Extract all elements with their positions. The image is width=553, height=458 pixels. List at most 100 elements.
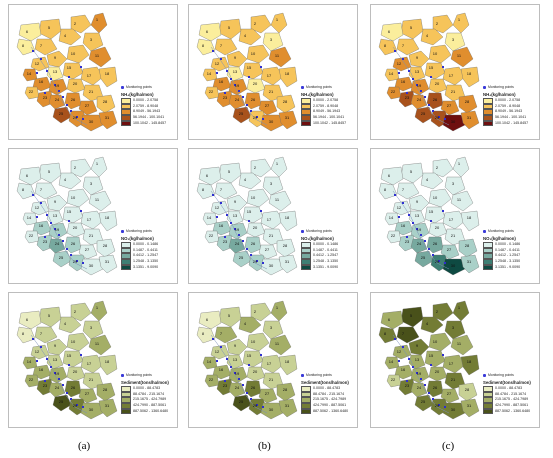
subbasin-label: 11 (95, 341, 100, 346)
subbasin-label: 1 (458, 161, 461, 166)
legend-title: NO₃(kg/ha/mon) (483, 235, 516, 241)
subbasin-label: 17 (449, 217, 454, 222)
subbasin-31 (460, 254, 480, 274)
subbasin-label: 20 (73, 81, 78, 86)
subbasin-30 (80, 402, 104, 420)
subbasin-label: 1 (96, 305, 99, 310)
legend-class-4: 424.7990 - 887.5061 (483, 402, 539, 409)
subbasin-30 (80, 258, 104, 276)
subbasin-label: 12 (397, 349, 402, 354)
subbasin-label: 24 (235, 241, 240, 246)
subbasin-label: 29 (73, 115, 78, 120)
legend-class-label: 3.1351 - 9.0090 (133, 264, 159, 269)
subbasin-1 (90, 12, 108, 34)
subbasin-label: 1 (276, 17, 279, 22)
subbasin-18 (98, 66, 118, 88)
subbasin-16 (212, 364, 232, 380)
legend-monitoring-points: Monitoring points (301, 373, 357, 379)
subbasin-label: 30 (451, 119, 456, 124)
subbasin-label: 26 (251, 241, 256, 246)
legend-swatch (483, 103, 493, 110)
monitoring-point (46, 358, 48, 360)
subbasin-label: 13 (233, 357, 238, 362)
legend-class-label: 0.0000 - 88.4783 (313, 386, 341, 391)
subbasin-label: 4 (244, 33, 247, 38)
legend-swatch (301, 258, 311, 265)
monitoring-point (416, 372, 418, 374)
monitoring-point (234, 84, 236, 86)
legend-class-label: 0.1487 - 0.4411 (495, 247, 520, 252)
monitoring-point-icon (121, 374, 124, 378)
legend-class-label: 8.9049 - 56.1943 (495, 109, 523, 114)
legend-class-4: 1.2548 - 3.1350 (121, 258, 177, 265)
legend-point-label: Monitoring points (306, 85, 332, 89)
legend-class-1: 0.0000 - 2.0758 (483, 98, 539, 104)
subbasin-30 (260, 402, 284, 420)
subbasin-30 (260, 258, 284, 276)
legend-class-3: 0.4412 - 1.2547 (483, 253, 539, 259)
legend-class-5: 100.1042 - 145.8457 (301, 120, 357, 127)
subbasin-label: 15 (429, 209, 434, 214)
subbasin-label: 17 (449, 361, 454, 366)
subbasin-4 (58, 172, 82, 190)
monitoring-point (442, 354, 444, 356)
subbasin-label: 7 (40, 187, 43, 192)
legend-swatch (483, 264, 493, 271)
monitoring-point (394, 194, 396, 196)
subbasin-label: 13 (415, 213, 420, 218)
subbasin-label: 5 (410, 25, 413, 30)
subbasin-label: 25 (239, 255, 244, 260)
legend-point-label: Monitoring points (126, 85, 152, 89)
monitoring-point (242, 240, 244, 242)
monitoring-point (32, 50, 34, 52)
monitoring-point (36, 72, 38, 74)
subbasin-label: 29 (253, 403, 258, 408)
subbasin-7 (214, 38, 238, 56)
subbasin-label: 18 (105, 215, 110, 220)
subbasin-label: 25 (239, 111, 244, 116)
legend-swatch (121, 264, 131, 271)
subbasin-3 (82, 32, 104, 52)
subbasin-label: 29 (253, 115, 258, 120)
subbasin-label: 9 (234, 343, 237, 348)
legend-swatch (301, 253, 311, 259)
column-label-a: (a) (78, 440, 91, 452)
subbasin-17 (442, 354, 466, 374)
legend-class-4: 1.2548 - 3.1350 (301, 258, 357, 265)
subbasin-label: 2 (436, 21, 439, 26)
subbasin-4 (420, 28, 444, 46)
monitoring-point (66, 392, 68, 394)
subbasin-9 (408, 194, 430, 212)
legend-class-4: 56.1944 - 100.1041 (483, 114, 539, 121)
monitoring-point (260, 354, 262, 356)
legend-class-4: 1.2548 - 3.1350 (483, 258, 539, 265)
monitoring-point (58, 90, 60, 92)
monitoring-point (44, 236, 46, 238)
subbasin-label: 2 (74, 309, 77, 314)
subbasin-2 (250, 14, 272, 34)
subbasin-label: 28 (465, 387, 470, 392)
subbasin-label: 19 (55, 227, 60, 232)
subbasin-label: 28 (465, 243, 470, 248)
subbasin-12 (392, 200, 412, 216)
subbasin-label: 10 (433, 51, 438, 56)
monitoring-point (58, 378, 60, 380)
legend-swatch (301, 114, 311, 121)
subbasin-20 (246, 78, 266, 94)
subbasin-label: 28 (465, 99, 470, 104)
monitoring-point (428, 248, 430, 250)
legend-class-3: 8.9049 - 56.1943 (121, 109, 177, 115)
subbasin-14 (384, 68, 400, 82)
monitoring-point (226, 358, 228, 360)
subbasin-label: 25 (421, 111, 426, 116)
subbasin-label: 17 (267, 361, 272, 366)
legend-class-label: 3.1351 - 9.0090 (495, 264, 521, 269)
subbasin-label: 1 (96, 17, 99, 22)
legend-class-1: 0.0000 - 2.0758 (121, 98, 177, 104)
subbasin-label: 24 (417, 241, 422, 246)
subbasin-label: 18 (285, 215, 290, 220)
monitoring-point (408, 214, 410, 216)
subbasin-11 (450, 334, 474, 356)
subbasin-label: 16 (39, 367, 44, 372)
